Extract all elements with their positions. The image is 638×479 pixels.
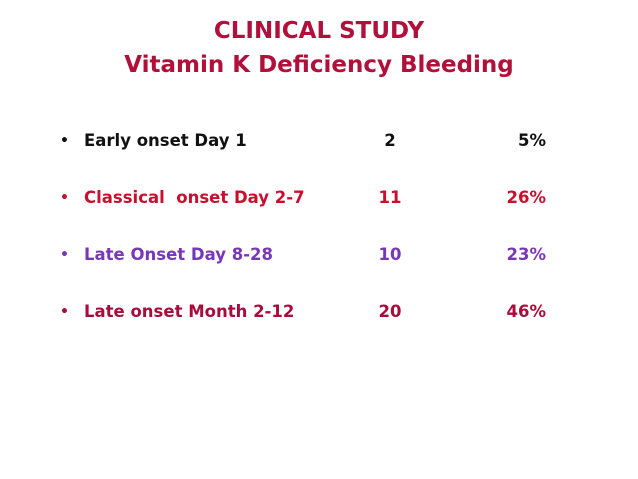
row-percent: 5% <box>517 131 546 150</box>
data-rows: • Early onset Day 1 2 5% • Classical ons… <box>0 130 638 358</box>
row-label: Late onset Month 2-12 <box>84 302 295 321</box>
row-early-onset: • Early onset Day 1 2 5% <box>0 130 638 187</box>
bullet-icon: • <box>60 247 69 263</box>
title-line-2: Vitamin K Deficiency Bleeding <box>124 52 514 78</box>
row-label: Early onset Day 1 <box>84 131 247 150</box>
row-count: 2 <box>384 131 396 150</box>
bullet-icon: • <box>60 133 69 149</box>
row-percent: 26% <box>506 188 547 207</box>
bullet-icon: • <box>60 190 69 206</box>
bullet-icon: • <box>60 304 69 320</box>
row-label: Classical onset Day 2-7 <box>84 188 305 207</box>
row-label: Late Onset Day 8-28 <box>84 245 274 264</box>
title-line-1: CLINICAL STUDY <box>213 18 425 44</box>
row-classical-onset: • Classical onset Day 2-7 11 26% <box>0 187 638 244</box>
row-late-onset-month: • Late onset Month 2-12 20 46% <box>0 301 638 358</box>
row-count: 11 <box>378 188 402 207</box>
row-percent: 46% <box>506 302 547 321</box>
row-late-onset-day: • Late Onset Day 8-28 10 23% <box>0 244 638 301</box>
row-count: 10 <box>378 245 402 264</box>
slide-title: CLINICAL STUDY Vitamin K Deficiency Blee… <box>0 14 638 82</box>
row-percent: 23% <box>506 245 547 264</box>
row-count: 20 <box>378 302 402 321</box>
